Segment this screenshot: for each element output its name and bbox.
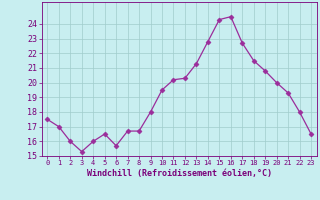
X-axis label: Windchill (Refroidissement éolien,°C): Windchill (Refroidissement éolien,°C) [87,169,272,178]
